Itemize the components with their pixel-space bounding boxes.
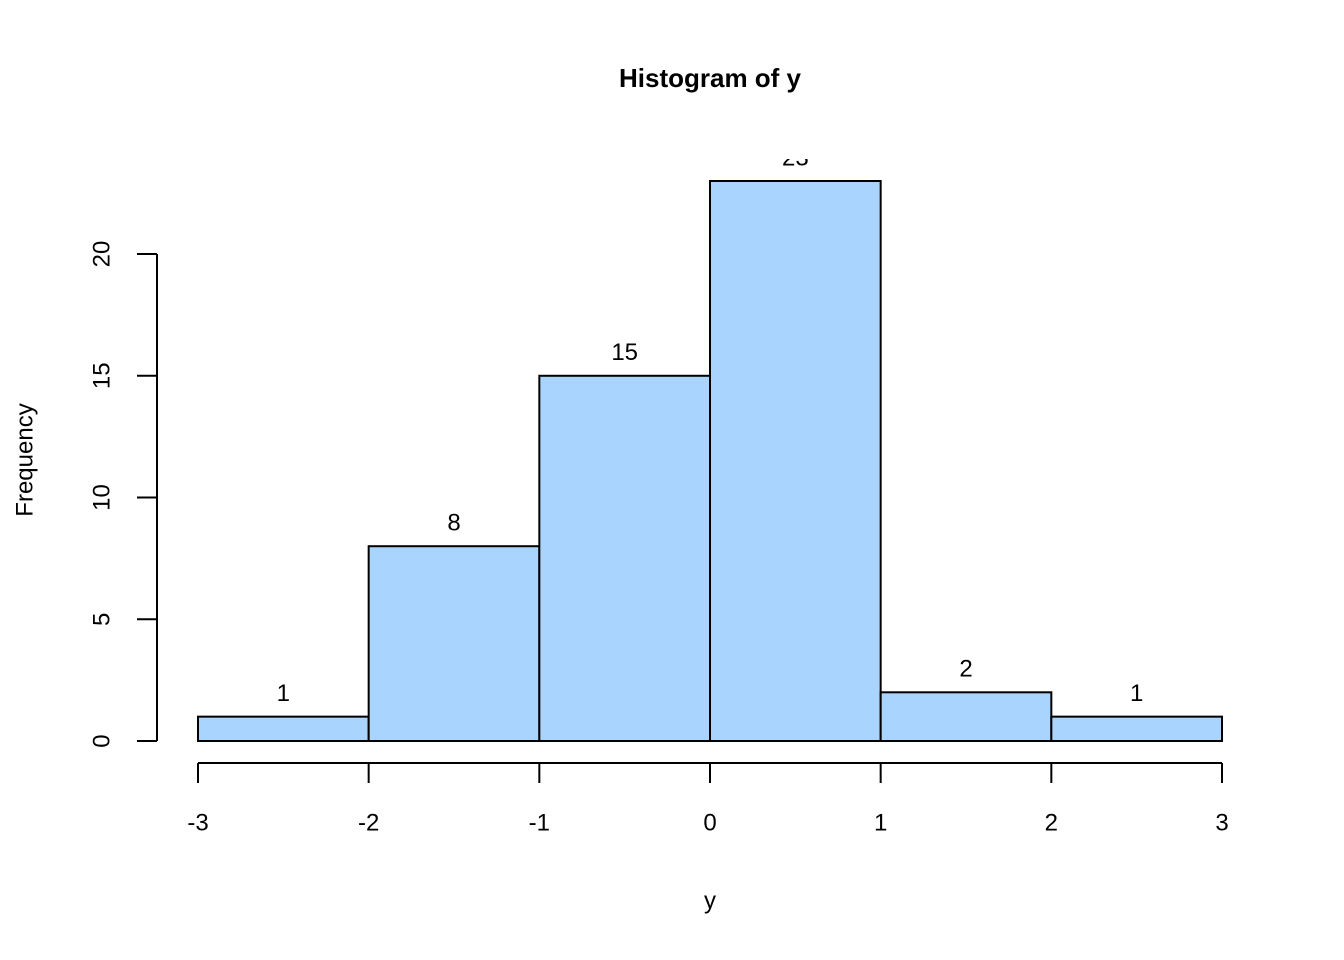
bar (879, 691, 1053, 742)
data-label: 23 (782, 144, 809, 171)
chart-title: Histogram of y (619, 63, 802, 93)
y-tick-label: 20 (88, 241, 115, 268)
bar (538, 374, 711, 742)
x-tick-label: 2 (1045, 809, 1058, 836)
bar (197, 715, 370, 742)
data-label: 1 (1130, 680, 1143, 707)
bar (367, 545, 541, 743)
x-tick-label: 1 (874, 809, 887, 836)
y-tick-label: 15 (88, 362, 115, 389)
data-label: 8 (447, 510, 460, 537)
data-label: 15 (611, 339, 638, 366)
bar (1050, 715, 1224, 742)
y-tick-label: 5 (88, 613, 115, 626)
y-tick-label: 10 (88, 484, 115, 511)
y-tick-label: 0 (88, 734, 115, 747)
y-axis-label: Frequency (11, 403, 38, 516)
x-tick-label: 0 (703, 809, 716, 836)
data-label: 1 (277, 680, 290, 707)
x-tick-label: -2 (358, 809, 379, 836)
bar (709, 180, 882, 742)
x-tick-label: -3 (187, 809, 208, 836)
x-axis-label: y (704, 887, 716, 914)
x-tick-label: 3 (1215, 809, 1228, 836)
x-tick-label: -1 (529, 809, 550, 836)
plot-area: 1 8 15 23 2 1 (197, 144, 1224, 743)
data-label: 2 (959, 656, 972, 683)
